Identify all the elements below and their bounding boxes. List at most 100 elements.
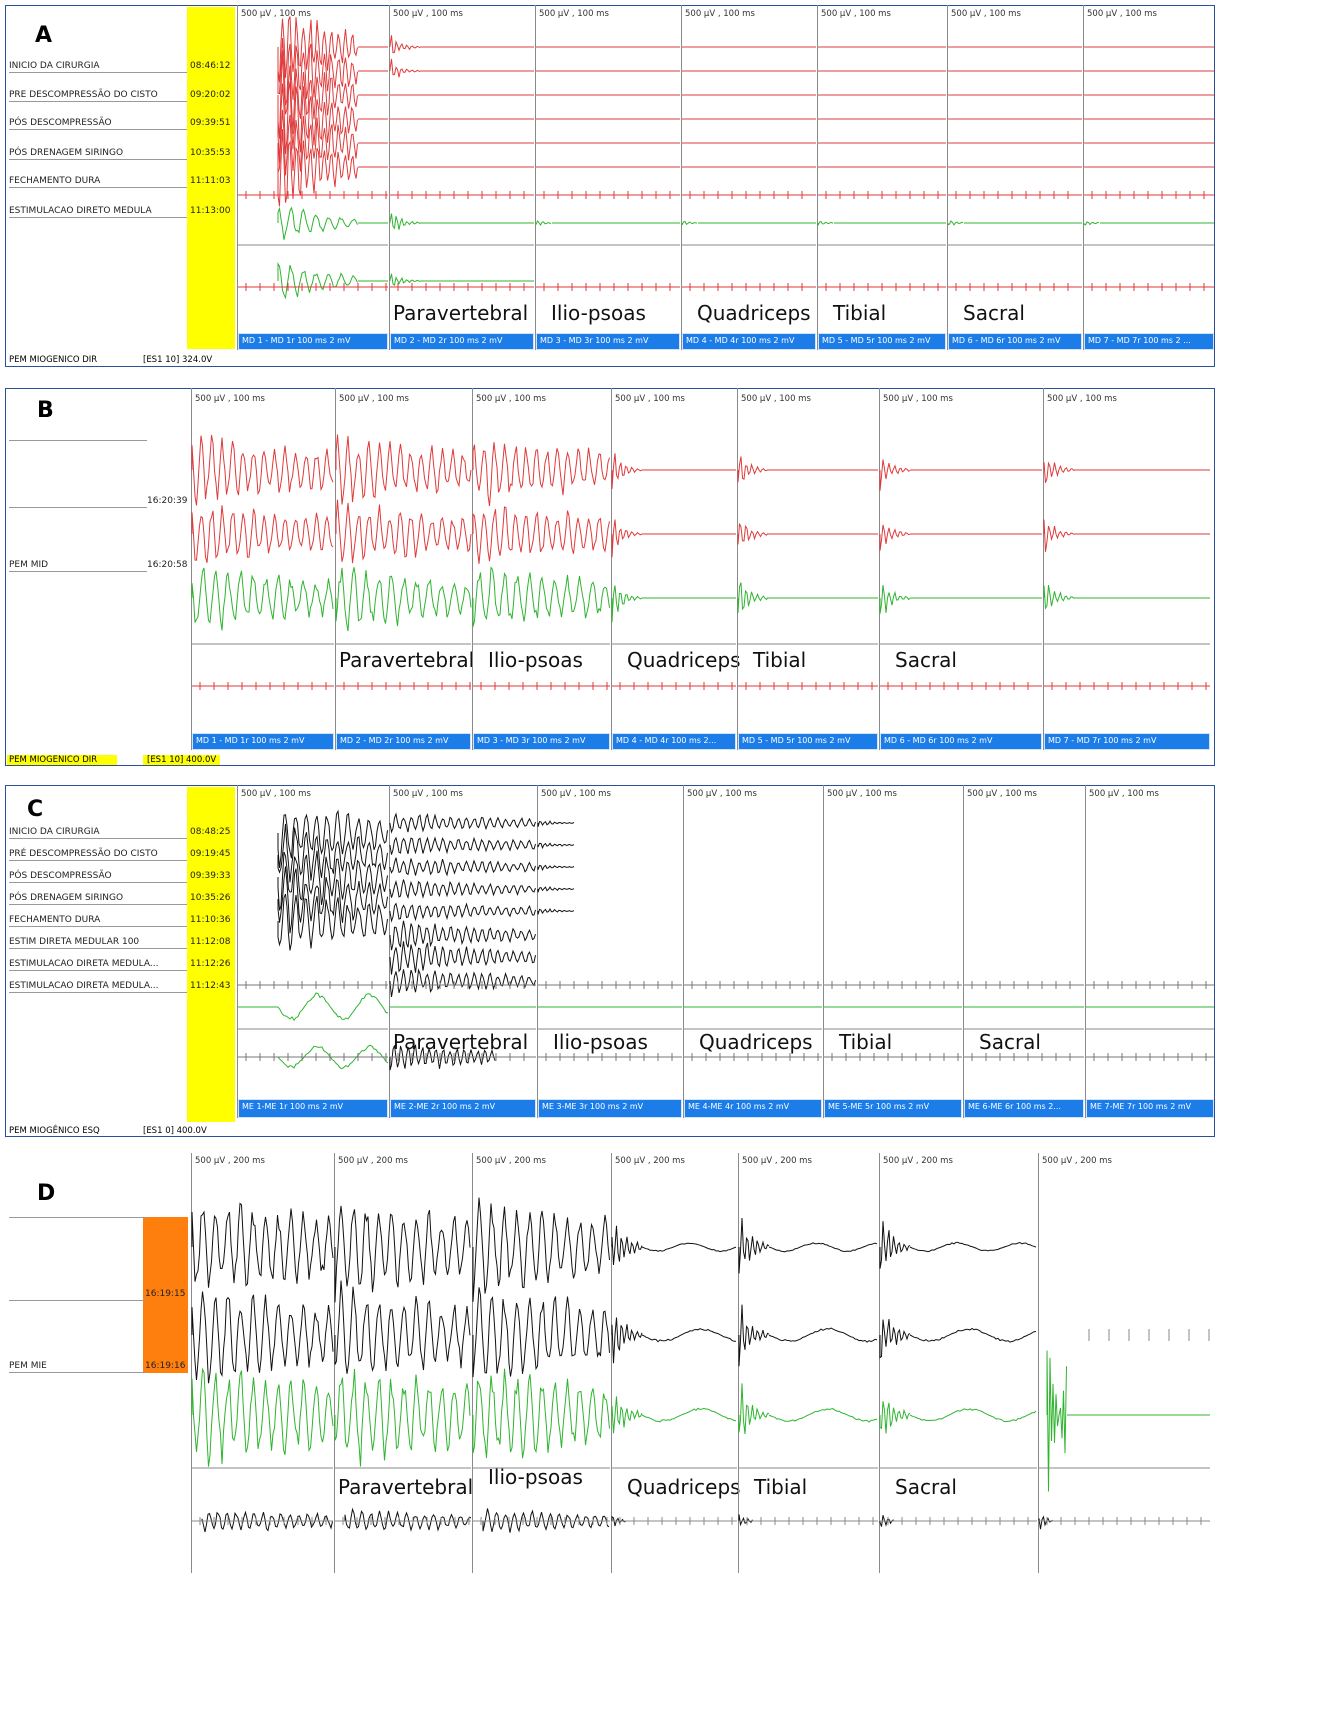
channel-column[interactable] <box>389 5 535 350</box>
trace-label[interactable]: PEM MID <box>9 560 49 570</box>
channel-footer[interactable]: MD 5 - MD 5r 100 ms 2 mV <box>738 733 878 750</box>
trace-label[interactable]: ESTIM DIRETA MEDULAR 100 <box>9 937 140 947</box>
channel-footer[interactable]: ME 6-ME 6r 100 ms 2... <box>964 1099 1084 1118</box>
muscle-label: Ilio-psoas <box>488 1465 583 1489</box>
emg-trace <box>1043 585 1075 610</box>
emg-trace <box>472 566 610 627</box>
channel-column[interactable] <box>879 388 1043 750</box>
timestamp-highlight <box>143 1217 188 1373</box>
trace-label[interactable]: PÓS DRENAGEM SIRINGO <box>9 893 124 903</box>
channel-column[interactable] <box>683 785 823 1118</box>
muscle-label: Tibial <box>754 1475 808 1499</box>
emg-trace <box>191 434 334 506</box>
row-underline <box>9 101 187 102</box>
channel-scale: 500 µV , 100 ms <box>476 394 546 404</box>
channel-footer[interactable]: MD 7 - MD 7r 100 ms 2 mV <box>1044 733 1210 750</box>
channel-column[interactable] <box>191 1153 334 1573</box>
trace-label[interactable]: ESTIMULACAO DIRETA MEDULA... <box>9 959 159 969</box>
channel-footer[interactable]: MD 4 - MD 4r 100 ms 2... <box>612 733 736 750</box>
trace-label[interactable]: INICIO DA CIRURGIA <box>9 61 100 71</box>
trace-label[interactable]: PRÉ DESCOMPRESSÃO DO CISTO <box>9 849 158 859</box>
emg-trace <box>277 823 388 883</box>
trace-time: 11:12:43 <box>190 981 231 991</box>
channel-column[interactable] <box>963 785 1085 1118</box>
emg-trace <box>277 866 388 934</box>
channel-column[interactable] <box>335 388 472 750</box>
channel-column[interactable] <box>389 785 537 1118</box>
channel-column[interactable] <box>537 785 683 1118</box>
channel-column[interactable] <box>237 785 389 1118</box>
channel-column[interactable] <box>737 388 879 750</box>
trace-time: 09:20:02 <box>190 90 231 100</box>
channel-column[interactable] <box>681 5 817 350</box>
channel-footer[interactable]: MD 1 - MD 1r 100 ms 2 mV <box>238 333 388 350</box>
channel-footer[interactable]: MD 5 - MD 5r 100 ms 2 mV <box>818 333 946 350</box>
channel-column[interactable] <box>1038 1153 1211 1573</box>
row-underline <box>9 992 187 993</box>
channel-column[interactable] <box>191 388 335 750</box>
trace-time: 16:20:39 <box>147 496 188 506</box>
channel-footer[interactable]: ME 2-ME 2r 100 ms 2 mV <box>390 1099 536 1118</box>
trace-label[interactable]: ESTIMULACAO DIRETA MEDULA... <box>9 981 159 991</box>
status-stimulus: [ES1 10] 400.0V <box>143 755 221 765</box>
emg-trace <box>611 1515 626 1527</box>
row-underline <box>9 72 187 73</box>
emg-trace <box>277 50 358 139</box>
trace-label[interactable]: FECHAMENTO DURA <box>9 915 101 925</box>
channel-footer[interactable]: MD 6 - MD 6r 100 ms 2 mV <box>948 333 1082 350</box>
channel-footer[interactable]: MD 6 - MD 6r 100 ms 2 mV <box>880 733 1042 750</box>
status-protocol: PEM MIOGÊNICO ESQ <box>9 1126 100 1136</box>
channel-scale: 500 µV , 100 ms <box>615 394 685 404</box>
muscle-label: Ilio-psoas <box>551 301 646 325</box>
channel-footer[interactable]: ME 1-ME 1r 100 ms 2 mV <box>238 1099 388 1118</box>
trace-label[interactable]: PEM MIE <box>9 1361 47 1371</box>
channel-column[interactable] <box>611 1153 738 1573</box>
emg-trace <box>537 842 575 850</box>
trace-time: 09:19:45 <box>190 849 231 859</box>
channel-footer[interactable]: MD 7 - MD 7r 100 ms 2 ... <box>1084 333 1214 350</box>
trace-label[interactable]: FECHAMENTO DURA <box>9 176 101 186</box>
emg-trace <box>277 261 358 300</box>
trace-label[interactable]: PÓS DRENAGEM SIRINGO <box>9 148 124 158</box>
channel-column[interactable] <box>823 785 963 1118</box>
emg-trace <box>738 1304 770 1367</box>
channel-column[interactable] <box>817 5 947 350</box>
channel-footer[interactable]: ME 7-ME 7r 100 ms 2 mV <box>1086 1099 1214 1118</box>
channel-column[interactable] <box>611 388 737 750</box>
channel-column[interactable] <box>1085 785 1215 1118</box>
channel-column[interactable] <box>879 1153 1038 1573</box>
trace-label[interactable]: ESTIMULACAO DIRETO MEDULA <box>9 206 152 216</box>
channel-footer[interactable]: MD 2 - MD 2r 100 ms 2 mV <box>390 333 534 350</box>
waveform-traces <box>238 16 1214 300</box>
channel-scale: 500 µV , 200 ms <box>883 1156 953 1166</box>
channel-column[interactable] <box>1083 5 1215 350</box>
emg-trace <box>879 1318 911 1359</box>
channel-column[interactable] <box>947 5 1083 350</box>
channel-footer[interactable]: MD 1 - MD 1r 100 ms 2 mV <box>192 733 334 750</box>
emg-trace <box>191 1202 334 1288</box>
waveform-traces <box>191 1197 1210 1533</box>
channel-column[interactable] <box>1043 388 1211 750</box>
channel-footer[interactable]: MD 4 - MD 4r 100 ms 2 mV <box>682 333 816 350</box>
trace-label[interactable]: PÓS DESCOMPRESSÃO <box>9 118 112 128</box>
emg-trace <box>334 1205 471 1303</box>
muscle-label: Paravertebral <box>393 1030 529 1054</box>
channel-column[interactable] <box>535 5 681 350</box>
trace-label[interactable]: PÓS DESCOMPRESSÃO <box>9 871 112 881</box>
emg-trace <box>335 567 472 632</box>
trace-label[interactable]: PRE DESCOMPRESSÃO DO CISTO <box>9 90 158 100</box>
channel-footer[interactable]: MD 2 - MD 2r 100 ms 2 mV <box>336 733 471 750</box>
channel-footer[interactable]: MD 3 - MD 3r 100 ms 2 mV <box>536 333 680 350</box>
channel-scale: 500 µV , 100 ms <box>741 394 811 404</box>
emg-trace <box>472 1197 610 1302</box>
emg-trace <box>738 1217 770 1274</box>
channel-column[interactable] <box>472 388 611 750</box>
channel-footer[interactable]: ME 3-ME 3r 100 ms 2 mV <box>538 1099 682 1118</box>
channel-footer[interactable]: ME 4-ME 4r 100 ms 2 mV <box>684 1099 822 1118</box>
channel-footer[interactable]: ME 5-ME 5r 100 ms 2 mV <box>824 1099 962 1118</box>
trace-label[interactable]: INICIO DA CIRURGIA <box>9 827 100 837</box>
channel-footer[interactable]: MD 3 - MD 3r 100 ms 2 mV <box>473 733 610 750</box>
channel-column[interactable] <box>237 5 389 350</box>
row-underline <box>9 860 187 861</box>
emg-trace <box>389 968 536 997</box>
